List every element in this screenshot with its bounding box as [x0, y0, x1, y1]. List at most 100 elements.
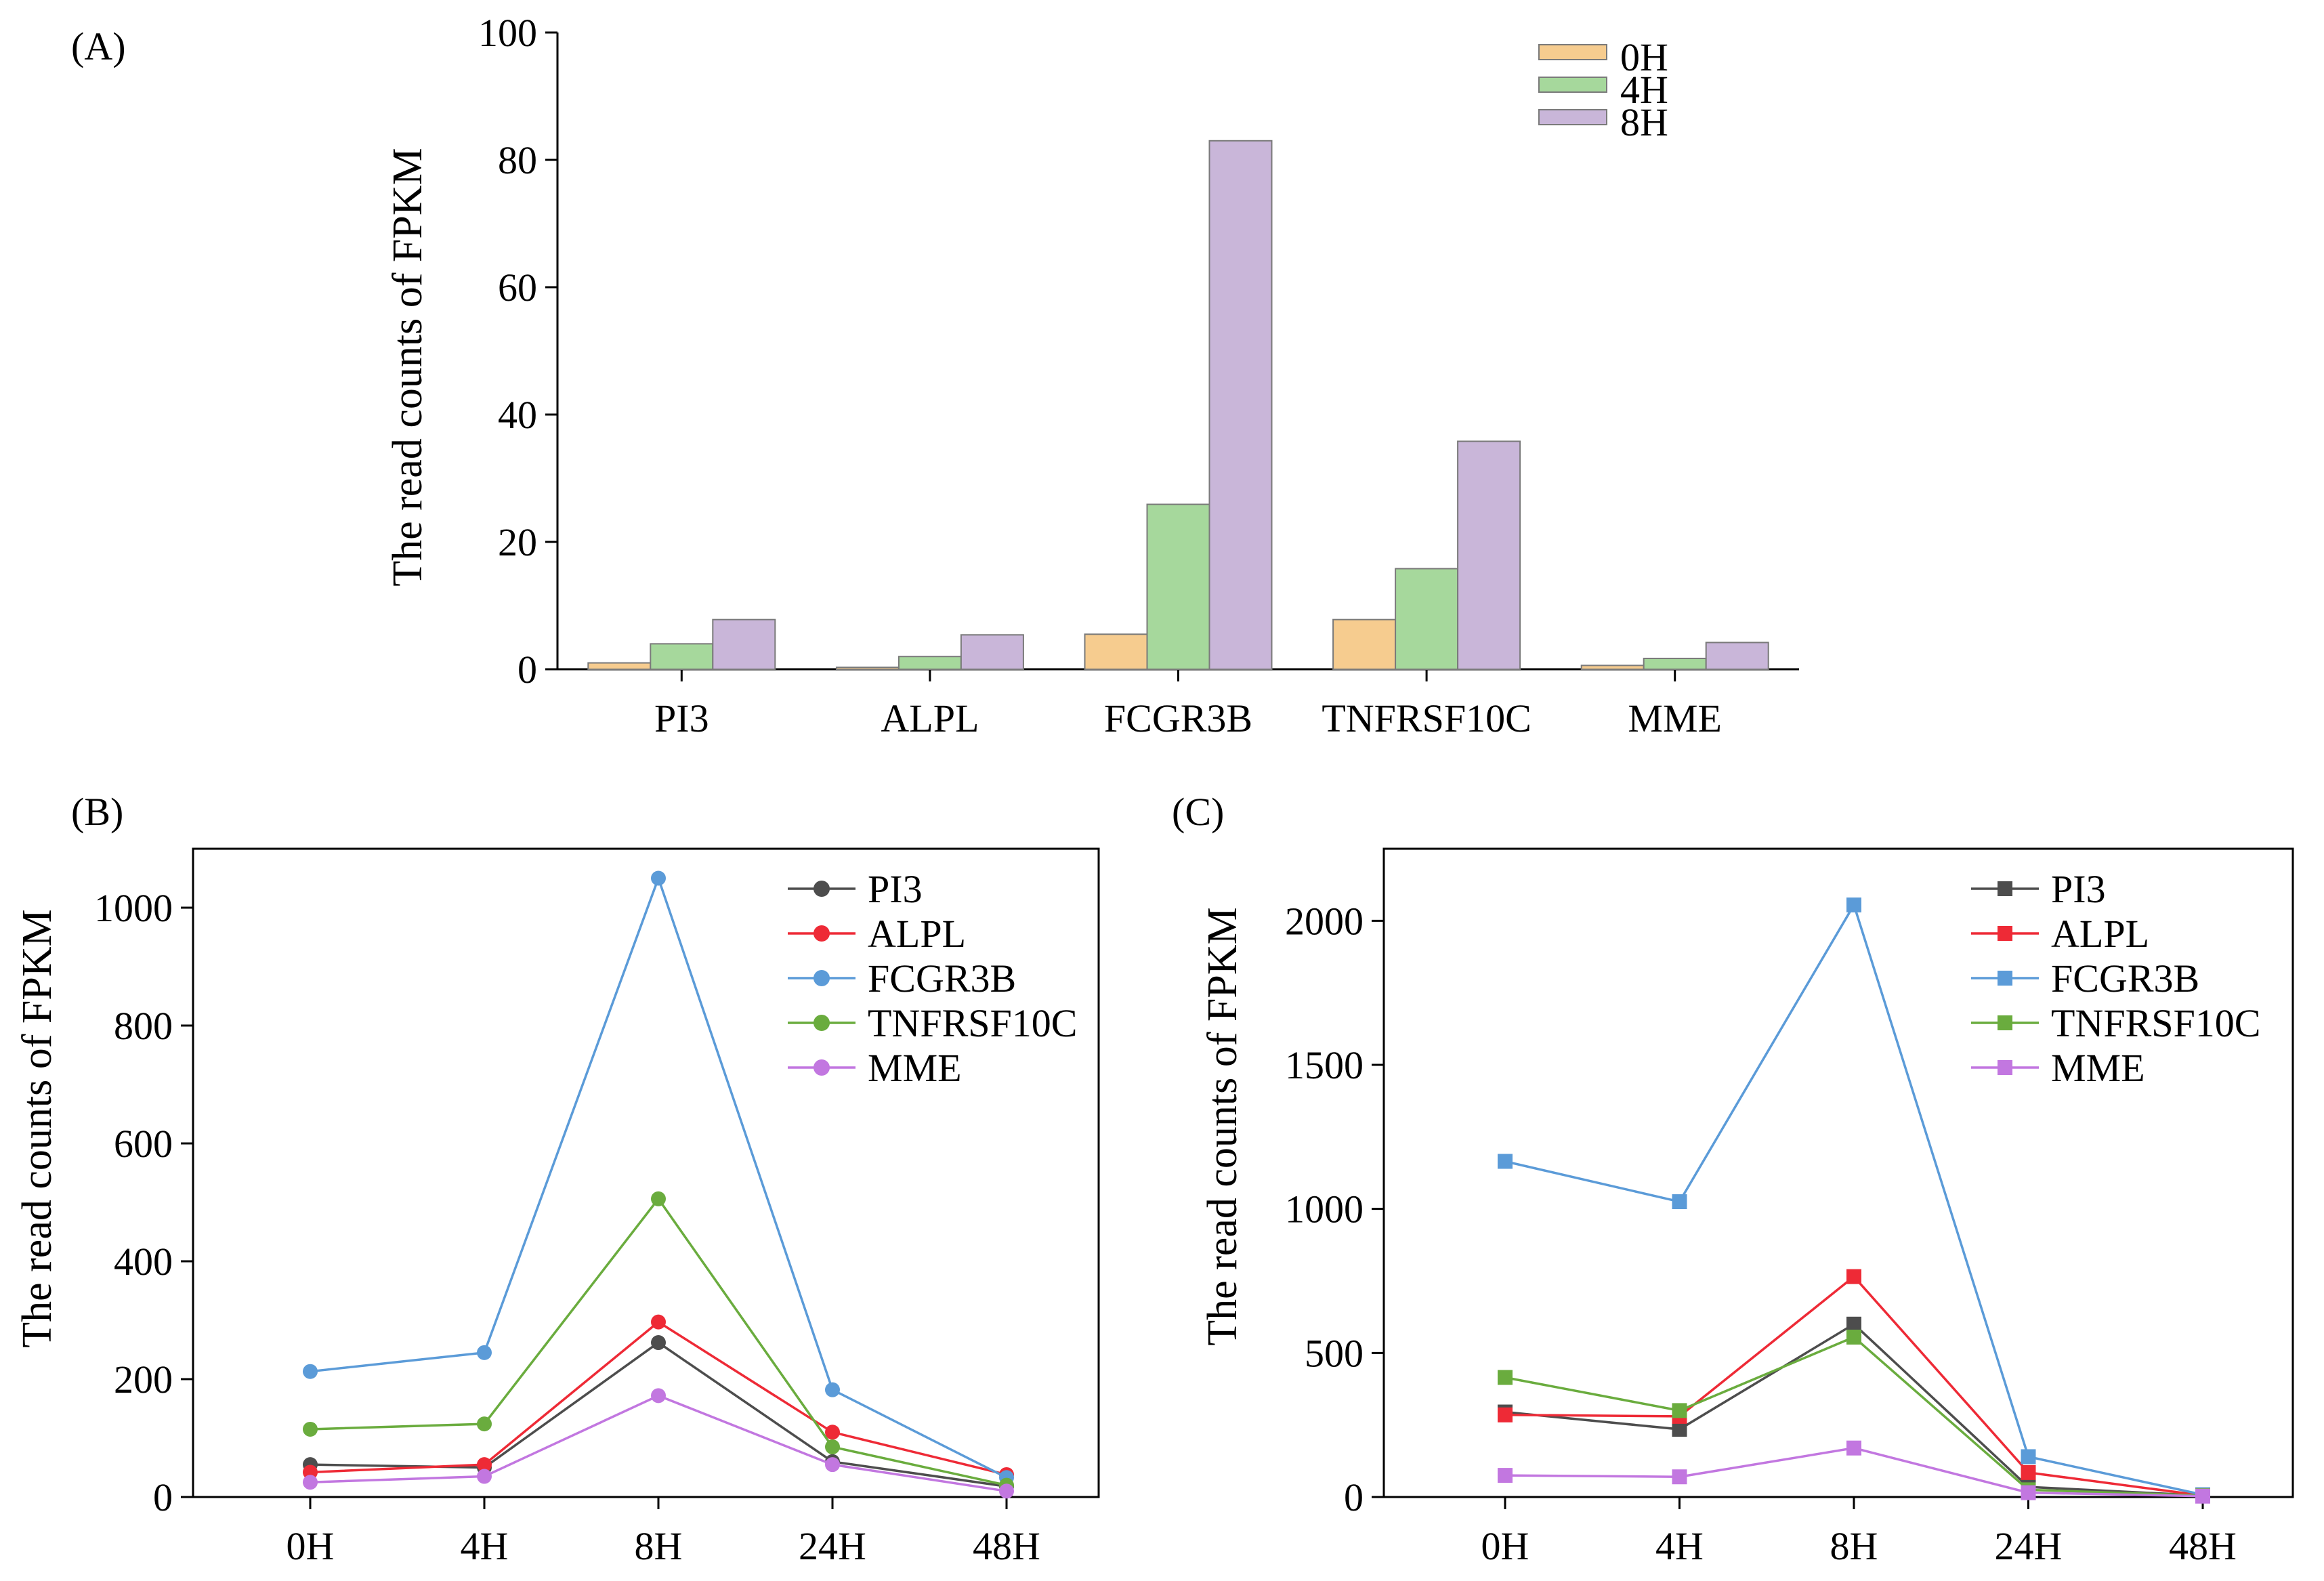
panel-c-legend-label-tnfrsf10c: TNFRSF10C	[2051, 1001, 2260, 1045]
panel-b-point-mme	[651, 1388, 666, 1404]
panel-c-point-mme	[1846, 1440, 1861, 1456]
panel-b-point-mme	[303, 1475, 318, 1490]
panel-b-point-pi3	[651, 1335, 666, 1351]
panel-c-point-alpl	[1498, 1407, 1513, 1422]
bar-4h-alpl	[897, 656, 962, 671]
legend-swatch-4h	[1538, 77, 1607, 93]
panel-c-legend-marker-fcgr3b	[1998, 971, 2012, 986]
panel-b-point-tnfrsf10c	[477, 1416, 492, 1432]
bar-8h-tnfrsf10c	[1457, 440, 1521, 670]
panel-a-label: (A)	[71, 24, 126, 68]
panel-b-line-pi3	[310, 1341, 1007, 1488]
panel-c-point-alpl	[1846, 1269, 1861, 1284]
panel-b-point-tnfrsf10c	[303, 1421, 318, 1437]
panel-b-point-tnfrsf10c	[651, 1191, 666, 1206]
panel-c-point-fcgr3b	[1846, 897, 1861, 912]
panel-c-legend-marker-tnfrsf10c	[1998, 1015, 2012, 1030]
panel-c-line-alpl	[1504, 1275, 2203, 1497]
panel-b-x-tick-label: 24H	[799, 1524, 866, 1568]
panel-b-point-alpl	[651, 1314, 666, 1330]
panel-b-point-mme	[999, 1483, 1014, 1499]
panel-b-point-tnfrsf10c	[825, 1439, 840, 1455]
panel-c-legend-marker-mme	[1998, 1060, 2012, 1075]
panel-a-y-tick-label: 100	[478, 11, 537, 55]
panel-b-legend-marker-alpl	[814, 925, 830, 942]
panel-a-x-tick-label: TNFRSF10C	[1322, 696, 1531, 740]
bar-0h-fcgr3b	[1084, 633, 1148, 670]
panel-b-x-tick-label: 4H	[461, 1524, 509, 1568]
panel-c-y-tick-label: 2000	[1285, 899, 1364, 943]
panel-c-point-tnfrsf10c	[1672, 1403, 1687, 1418]
panel-c-point-pi3	[1672, 1422, 1687, 1437]
panel-c-legend-marker-alpl	[1998, 926, 2012, 941]
panel-c-y-tick-label: 1000	[1285, 1187, 1364, 1231]
panel-c-x-tick-label: 4H	[1655, 1524, 1704, 1568]
panel-b-point-mme	[477, 1469, 492, 1484]
panel-b-legend-label-fcgr3b: FCGR3B	[868, 956, 1016, 1000]
panel-b-legend-label-alpl: ALPL	[868, 912, 966, 956]
panel-c-line-pi3	[1504, 1322, 2203, 1497]
panel-c-point-mme	[2195, 1488, 2210, 1504]
bar-8h-mme	[1705, 641, 1769, 671]
panel-b-legend-marker-fcgr3b	[814, 970, 830, 986]
panel-a-y-tick-label: 20	[498, 520, 537, 564]
legend-label-8h: 8H	[1620, 100, 1668, 144]
panel-c-legend-label-pi3: PI3	[2051, 867, 2106, 911]
panel-a-y-axis-title: The read counts of FPKM	[385, 148, 431, 586]
legend-swatch-8h	[1538, 109, 1607, 125]
panel-c-point-fcgr3b	[1672, 1194, 1687, 1210]
panel-c-point-mme	[1498, 1468, 1513, 1483]
bar-0h-pi3	[587, 662, 652, 670]
panel-a-y-tick-label: 0	[517, 648, 537, 692]
bar-0h-alpl	[835, 667, 900, 670]
bar-4h-pi3	[650, 643, 714, 671]
panel-a-y-tick-label: 60	[498, 266, 537, 310]
panel-c-legend-label-fcgr3b: FCGR3B	[2051, 956, 2199, 1000]
panel-c-x-tick-label: 8H	[1830, 1524, 1878, 1568]
panel-b-y-tick-label: 400	[114, 1240, 173, 1284]
panel-c-legend-marker-pi3	[1998, 881, 2012, 896]
bar-0h-tnfrsf10c	[1332, 618, 1397, 670]
panel-b-x-tick-label: 0H	[287, 1524, 335, 1568]
panel-c-y-tick-label: 500	[1305, 1331, 1364, 1375]
panel-c-point-tnfrsf10c	[1846, 1329, 1861, 1345]
legend-label-4h: 4H	[1620, 68, 1668, 112]
panel-c-legend-label-alpl: ALPL	[2051, 912, 2149, 956]
panel-c-point-pi3	[1846, 1316, 1861, 1332]
panel-c-y-tick-label: 0	[1344, 1475, 1364, 1519]
panel-b-legend-marker-tnfrsf10c	[814, 1015, 830, 1031]
panel-a-plot-area: 0 20 40 60 80 100 PI3 ALPL FCGR3B TNFRSF10C MME 0H4…	[478, 11, 1799, 740]
panel-b-point-fcgr3b	[303, 1364, 318, 1379]
bar-4h-mme	[1643, 658, 1707, 671]
panel-b-plot-frame	[192, 847, 1100, 1498]
panel-c-point-fcgr3b	[1498, 1154, 1513, 1169]
panel-b-y-tick-label: 0	[153, 1475, 173, 1519]
panel-b-point-fcgr3b	[651, 870, 666, 886]
panel-a-x-tick-label: PI3	[654, 696, 709, 740]
panel-b-point-alpl	[477, 1457, 492, 1473]
panel-c-x-tick-label: 0H	[1481, 1524, 1529, 1568]
panel-a-x-tick-label: ALPL	[881, 696, 979, 740]
bar-8h-pi3	[712, 618, 776, 670]
panel-a-y-tick-label: 80	[498, 138, 537, 182]
panel-b-plot-area: 0 200 400 600 800 1000 0H 4H 8H 24H 48H PI3ALPLFCGR…	[94, 847, 1100, 1568]
panel-b-y-axis-title: The read counts of FPKM	[14, 909, 60, 1347]
panel-c-point-fcgr3b	[2021, 1449, 2036, 1464]
panel-c-legend-label-mme: MME	[2051, 1046, 2145, 1090]
panel-b-point-mme	[825, 1457, 840, 1473]
panel-b-point-fcgr3b	[825, 1382, 840, 1397]
panel-b-legend-marker-pi3	[814, 881, 830, 897]
panel-b-y-tick-label: 200	[114, 1357, 173, 1401]
bar-8h-fcgr3b	[1208, 140, 1273, 671]
panel-b-y-tick-label: 800	[114, 1004, 173, 1048]
panel-b-legend-label-mme: MME	[868, 1046, 962, 1090]
panel-a: (A) The read counts of FPKM 0 20 40 60 80 100…	[71, 11, 1799, 740]
panel-b-line-mme	[310, 1394, 1007, 1493]
panel-b-x-tick-label: 8H	[635, 1524, 683, 1568]
panel-b-y-tick-label: 1000	[94, 886, 173, 930]
panel-a-y-tick-label: 40	[498, 393, 537, 437]
panel-c-point-mme	[2021, 1485, 2036, 1500]
panel-a-x-tick-label: FCGR3B	[1104, 696, 1252, 740]
panel-b-legend-label-tnfrsf10c: TNFRSF10C	[868, 1001, 1077, 1045]
